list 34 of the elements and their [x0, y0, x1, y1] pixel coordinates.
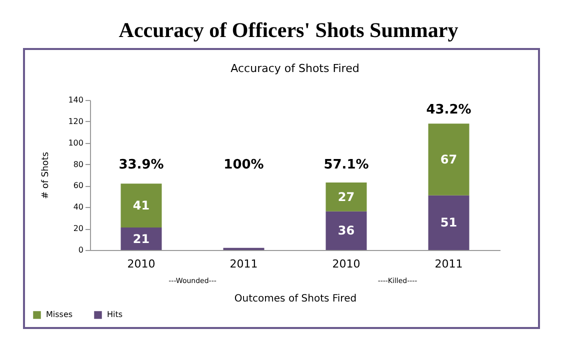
- x-tick-label: 2011: [434, 258, 463, 270]
- legend-label: Misses: [46, 310, 73, 319]
- y-tick-label: 80: [73, 160, 84, 169]
- bar: [120, 184, 162, 228]
- chart-title: Accuracy of Officers' Shots Summary: [118, 18, 460, 43]
- x-tick-label: 2010: [332, 258, 360, 270]
- y-tick-label: 0: [78, 246, 84, 254]
- y-axis-title: # of Shots: [41, 152, 52, 200]
- y-tick-label: 100: [68, 138, 84, 148]
- bar: [326, 182, 367, 212]
- y-tick-label: 40: [73, 202, 84, 212]
- annotation: 57.1%: [324, 158, 369, 172]
- bar: [428, 195, 470, 250]
- data-label: 41: [132, 198, 150, 213]
- annotation: 43.2%: [426, 102, 472, 118]
- annotation: 33.9%: [118, 158, 164, 172]
- data-label: 51: [440, 216, 458, 230]
- legend-label: Hits: [107, 310, 123, 319]
- data-label: 67: [440, 152, 458, 166]
- y-tick-label: 140: [68, 96, 84, 104]
- x-tick-label: 2010: [127, 258, 156, 270]
- chart-subtitle: Accuracy of Shots Fired: [230, 62, 360, 75]
- data-label: 36: [338, 224, 355, 238]
- x-axis-title: Outcomes of Shots Fired: [234, 294, 357, 304]
- data-label: 27: [338, 190, 355, 204]
- annotation: 100%: [224, 158, 264, 172]
- bar: [326, 211, 367, 250]
- y-tick-label: 120: [68, 116, 84, 126]
- y-tick-label: 60: [73, 181, 84, 190]
- bar: [120, 228, 162, 250]
- data-label: 21: [132, 232, 150, 246]
- y-tick-label: 20: [73, 224, 84, 234]
- bar: [428, 124, 470, 196]
- x-tick-label: 2011: [230, 258, 258, 270]
